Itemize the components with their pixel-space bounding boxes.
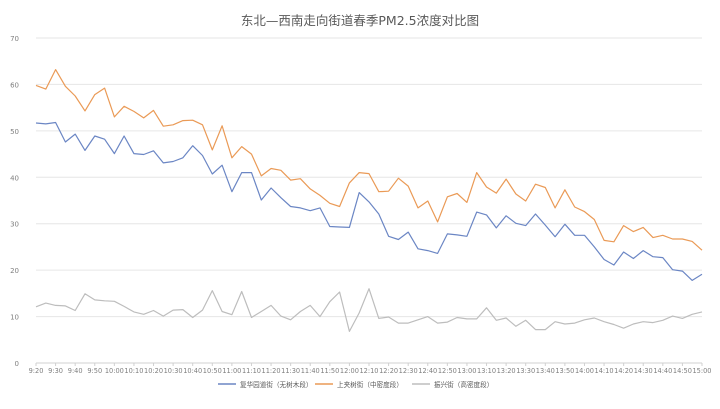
legend: 复华园道街（无树木段） 上夹树街（中密度段） 振兴街（高密度段） bbox=[218, 380, 493, 389]
series-lines bbox=[35, 68, 703, 332]
x-tick-label: 10:50 bbox=[203, 367, 222, 375]
x-tick-label: 11:40 bbox=[301, 367, 320, 375]
x-axis-ticks: 9:20 9:30 9:40 9:50 10:00 10:10 10:20 10:30 10:4… bbox=[29, 363, 712, 375]
x-tick-label: 14:00 bbox=[575, 367, 594, 375]
x-tick-label: 10:40 bbox=[183, 367, 202, 375]
x-tick-label: 11:00 bbox=[222, 367, 241, 375]
x-tick-label: 10:30 bbox=[164, 367, 183, 375]
x-tick-label: 12:20 bbox=[379, 367, 398, 375]
y-tick-label: 30 bbox=[10, 221, 19, 229]
x-tick-label: 9:30 bbox=[48, 367, 63, 375]
series-line-3 bbox=[35, 288, 703, 332]
x-tick-label: 14:40 bbox=[653, 367, 672, 375]
y-tick-label: 70 bbox=[10, 35, 19, 43]
y-tick-label: 10 bbox=[10, 314, 19, 322]
y-axis-ticks: 0 10 20 30 40 50 60 70 bbox=[10, 35, 19, 368]
x-tick-label: 14:10 bbox=[595, 367, 614, 375]
x-tick-label: 13:30 bbox=[516, 367, 535, 375]
x-tick-label: 13:40 bbox=[536, 367, 555, 375]
legend-label: 振兴街（高密度段） bbox=[434, 380, 493, 389]
x-tick-label: 9:50 bbox=[87, 367, 102, 375]
y-tick-label: 40 bbox=[10, 174, 19, 182]
x-tick-label: 10:20 bbox=[144, 367, 163, 375]
y-tick-label: 0 bbox=[15, 360, 19, 368]
chart-title: 东北—西南走向街道春季PM2.5浓度对比图 bbox=[241, 13, 479, 28]
x-tick-label: 13:10 bbox=[477, 367, 496, 375]
x-tick-label: 12:30 bbox=[399, 367, 418, 375]
legend-label: 复华园道街（无树木段） bbox=[240, 380, 313, 389]
x-tick-label: 9:20 bbox=[29, 367, 44, 375]
x-tick-label: 13:20 bbox=[497, 367, 516, 375]
x-tick-label: 15:00 bbox=[692, 367, 711, 375]
gridlines bbox=[36, 37, 702, 364]
y-tick-label: 50 bbox=[10, 128, 19, 136]
x-tick-label: 12:50 bbox=[438, 367, 457, 375]
x-tick-label: 11:30 bbox=[281, 367, 300, 375]
x-tick-label: 11:10 bbox=[242, 367, 261, 375]
y-tick-label: 60 bbox=[10, 81, 19, 89]
x-tick-label: 14:20 bbox=[614, 367, 633, 375]
x-tick-label: 14:30 bbox=[634, 367, 653, 375]
x-tick-label: 13:50 bbox=[555, 367, 574, 375]
x-tick-label: 12:40 bbox=[418, 367, 437, 375]
legend-label: 上夹树街（中密度段） bbox=[337, 380, 403, 389]
x-tick-label: 11:50 bbox=[320, 367, 339, 375]
x-tick-label: 9:40 bbox=[68, 367, 83, 375]
x-tick-label: 11:20 bbox=[262, 367, 281, 375]
x-tick-label: 12:10 bbox=[359, 367, 378, 375]
x-tick-label: 14:50 bbox=[673, 367, 692, 375]
x-tick-label: 10:10 bbox=[124, 367, 143, 375]
x-tick-label: 12:00 bbox=[340, 367, 359, 375]
x-tick-label: 10:00 bbox=[105, 367, 124, 375]
series-line-1 bbox=[35, 121, 703, 281]
x-tick-label: 13:00 bbox=[457, 367, 476, 375]
series-line-2 bbox=[35, 68, 703, 251]
y-tick-label: 20 bbox=[10, 267, 19, 275]
